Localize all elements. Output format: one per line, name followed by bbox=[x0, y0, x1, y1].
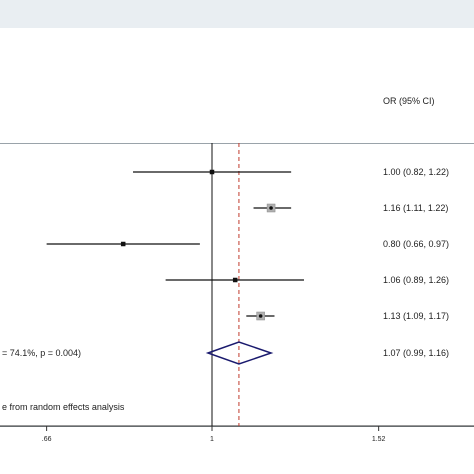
plot-area bbox=[0, 28, 474, 474]
study-weight-box bbox=[209, 169, 215, 175]
overall-or-label: 1.07 (0.99, 1.16) bbox=[383, 348, 449, 358]
study-or-label: 1.13 (1.09, 1.17) bbox=[383, 311, 449, 321]
study-or-label: 1.06 (0.89, 1.26) bbox=[383, 275, 449, 285]
study-or-label: 0.80 (0.66, 0.97) bbox=[383, 239, 449, 249]
header-divider bbox=[0, 143, 474, 144]
overall-diamond bbox=[205, 341, 274, 365]
study-weight-box bbox=[120, 241, 126, 247]
column-header: OR (95% CI) bbox=[383, 96, 435, 106]
study-or-label: 1.00 (0.82, 1.22) bbox=[383, 167, 449, 177]
x-axis-tick-label: 1.52 bbox=[372, 436, 386, 443]
point-estimate-dot bbox=[269, 206, 273, 210]
figure-header-band bbox=[0, 0, 474, 28]
x-axis-tick-label: 1 bbox=[210, 436, 214, 443]
study-weight-box bbox=[232, 277, 238, 283]
footnote: e from random effects analysis bbox=[2, 402, 125, 412]
study-or-label: 1.16 (1.11, 1.22) bbox=[383, 203, 448, 213]
x-axis-tick-label: .66 bbox=[42, 436, 52, 443]
overall-heterogeneity-text: = 74.1%, p = 0.004) bbox=[2, 348, 81, 358]
point-estimate-dot bbox=[258, 314, 263, 318]
